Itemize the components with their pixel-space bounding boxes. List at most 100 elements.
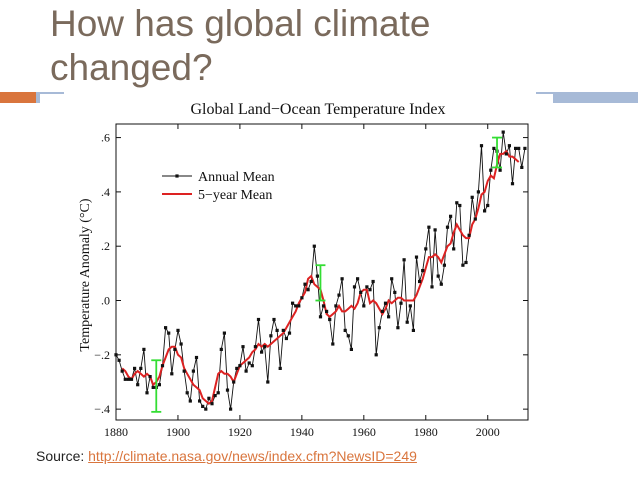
annual-mean-point <box>442 263 446 267</box>
annual-mean-point <box>387 315 391 319</box>
accent-bar-right <box>553 92 638 103</box>
x-tick-label: 1920 <box>228 425 252 439</box>
y-tick-label: .6 <box>101 131 110 145</box>
annual-mean-point <box>393 290 397 294</box>
annual-mean-point <box>235 366 239 370</box>
legend-five-year-label: 5−year Mean <box>198 188 272 203</box>
annual-mean-point <box>504 152 508 156</box>
annual-mean-point <box>157 383 161 387</box>
y-tick-label: −.4 <box>94 402 110 416</box>
annual-mean-point <box>250 364 254 368</box>
annual-mean-point <box>346 334 350 338</box>
annual-mean-point <box>173 347 177 351</box>
x-tick-label: 1980 <box>414 425 438 439</box>
chart-title: Global Land−Ocean Temperature Index <box>190 101 445 118</box>
annual-mean-point <box>216 391 220 395</box>
annual-mean-point <box>225 388 230 392</box>
annual-mean-point <box>418 279 422 284</box>
annual-mean-point <box>328 317 332 322</box>
source-label: Source: <box>36 448 85 464</box>
legend-annual-marker <box>175 174 179 178</box>
annual-mean-point <box>352 285 357 289</box>
annual-mean-point <box>260 350 264 354</box>
annual-mean-point <box>321 304 326 308</box>
annual-mean-point <box>411 328 415 332</box>
annual-mean-point <box>489 168 493 172</box>
annual-mean-point <box>445 225 450 229</box>
annual-mean-point <box>269 334 273 338</box>
annual-mean-point <box>207 396 211 400</box>
x-tick-label: 2000 <box>476 425 500 439</box>
slide-title: How has global climate changed? <box>50 3 431 88</box>
temperature-chart: Global Land−Ocean Temperature Index Temp… <box>78 101 529 439</box>
source-link[interactable]: http://climate.nasa.gov/news/index.cfm?N… <box>88 448 417 464</box>
uncertainty-error-bar <box>151 359 162 413</box>
annual-mean-point <box>476 190 480 194</box>
annual-mean-point <box>473 217 477 221</box>
chart-y-axis-label: Temperature Anomaly (°C) <box>78 198 93 351</box>
accent-bar-left <box>0 92 36 103</box>
annual-mean-point <box>421 269 425 273</box>
annual-mean-point <box>256 317 261 322</box>
annual-mean-point <box>470 195 474 199</box>
annual-mean-point <box>281 328 285 332</box>
annual-mean-point <box>151 385 155 389</box>
annual-mean-point <box>167 331 171 335</box>
annual-mean-point <box>380 309 384 313</box>
annual-mean-point <box>139 366 143 370</box>
x-tick-label: 1960 <box>352 425 376 439</box>
annual-mean-point <box>219 347 223 351</box>
annual-mean-point <box>507 144 511 148</box>
annual-mean-point <box>198 399 202 403</box>
annual-mean-point <box>194 355 199 360</box>
annual-mean-point <box>318 315 323 319</box>
annual-mean-point <box>334 304 338 308</box>
annual-mean-point <box>266 380 270 384</box>
annual-mean-point <box>486 203 490 208</box>
annual-mean-point <box>343 328 347 332</box>
annual-mean-point <box>229 407 233 411</box>
annual-mean-point <box>349 347 353 351</box>
annual-mean-point <box>272 317 276 322</box>
annual-mean-point <box>396 326 400 330</box>
annual-mean-point <box>479 144 484 148</box>
annual-mean-point <box>185 391 189 395</box>
annual-mean-point <box>284 336 288 341</box>
legend-annual-label: Annual Mean <box>198 170 275 185</box>
annual-mean-point <box>340 277 344 281</box>
source-line: Source: http://climate.nasa.gov/news/ind… <box>36 448 417 464</box>
annual-mean-point <box>213 394 217 398</box>
annual-mean-point <box>176 328 180 332</box>
annual-mean-point <box>408 304 412 308</box>
annual-mean-point <box>492 146 496 150</box>
annual-mean-point <box>315 274 319 278</box>
annual-mean-point <box>117 358 121 362</box>
annual-mean-point <box>377 326 381 330</box>
annual-mean-point <box>452 247 456 251</box>
annual-mean-point <box>514 146 518 150</box>
y-tick-label: −.2 <box>94 348 110 362</box>
annual-mean-point <box>145 391 149 395</box>
y-tick-label: .0 <box>101 294 110 308</box>
annual-mean-point <box>374 353 378 357</box>
annual-mean-point <box>244 369 248 373</box>
x-tick-label: 1880 <box>104 425 128 439</box>
annual-mean-point <box>306 288 310 292</box>
annual-mean-point <box>449 214 453 218</box>
annual-mean-point <box>402 258 406 262</box>
annual-mean-point <box>464 260 468 265</box>
annual-mean-point <box>498 168 502 172</box>
annual-mean-point <box>325 309 329 313</box>
x-tick-label: 1940 <box>290 425 314 439</box>
annual-mean-point <box>204 407 208 411</box>
annual-mean-point <box>414 255 419 259</box>
annual-mean-point <box>439 282 443 286</box>
annual-mean-point <box>356 277 360 281</box>
annual-mean-point <box>179 342 183 346</box>
annual-mean-point <box>241 345 245 349</box>
annual-mean-point <box>467 233 471 237</box>
annual-mean-point <box>263 345 267 349</box>
annual-mean-point <box>517 146 521 150</box>
annual-mean-point <box>160 364 165 368</box>
x-tick-label: 1900 <box>166 425 190 439</box>
